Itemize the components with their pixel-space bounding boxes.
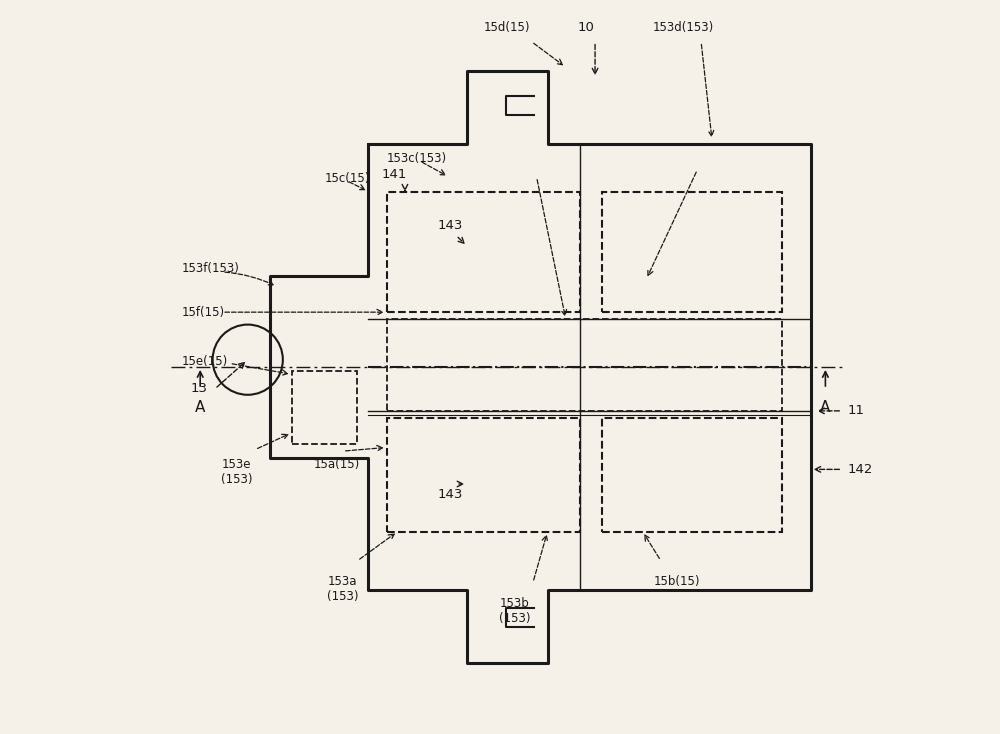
Text: 13: 13	[191, 382, 208, 396]
Text: 15b(15): 15b(15)	[654, 575, 700, 589]
Text: 143: 143	[438, 219, 463, 232]
Bar	[387, 319, 782, 411]
Text: 15e(15): 15e(15)	[182, 355, 228, 368]
Text: 15a(15): 15a(15)	[314, 459, 360, 471]
Bar	[387, 192, 580, 312]
Text: A: A	[195, 400, 205, 415]
Text: 142: 142	[847, 463, 873, 476]
Text: 153b
(153): 153b (153)	[499, 597, 530, 625]
Bar	[292, 371, 357, 444]
Text: 143: 143	[438, 487, 463, 501]
Text: 15f(15): 15f(15)	[182, 305, 225, 319]
Text: 15d(15): 15d(15)	[484, 21, 531, 34]
Bar	[387, 418, 580, 531]
Text: A: A	[820, 400, 831, 415]
Bar	[602, 192, 782, 312]
Text: 10: 10	[577, 21, 594, 34]
Text: 153c(153): 153c(153)	[387, 152, 447, 165]
Text: 153d(153): 153d(153)	[652, 21, 713, 34]
Text: 15c(15): 15c(15)	[325, 172, 370, 185]
Text: 153f(153): 153f(153)	[182, 262, 240, 275]
Text: 141: 141	[381, 167, 407, 181]
Bar	[602, 418, 782, 531]
Text: 153a
(153): 153a (153)	[327, 575, 359, 603]
Text: 11: 11	[847, 404, 864, 418]
Text: 153e
(153): 153e (153)	[221, 459, 253, 487]
